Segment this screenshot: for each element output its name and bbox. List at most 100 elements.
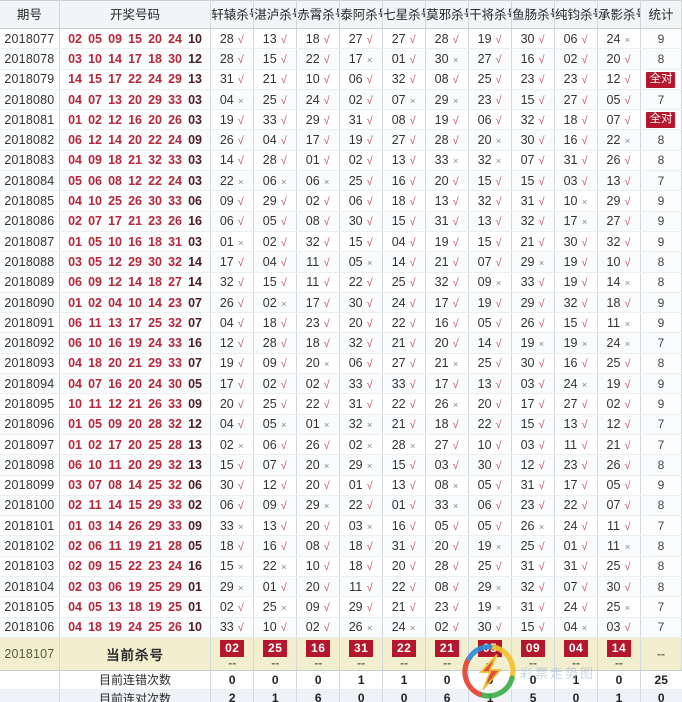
red-ball: 12 xyxy=(108,275,123,290)
hit-check-icon: √ xyxy=(280,33,287,46)
kill-number-cell: 22 √ xyxy=(382,312,427,334)
hit-check-icon: √ xyxy=(366,338,373,351)
red-ball: 33 xyxy=(168,396,183,411)
kill-number-cell: 18 √ xyxy=(554,109,598,131)
red-ball: 29 xyxy=(148,457,163,472)
kill-number-cell: 28 √ xyxy=(210,48,255,70)
red-ball: 05 xyxy=(88,254,103,269)
hit-check-icon: √ xyxy=(581,581,588,594)
summary-value: 0 xyxy=(554,689,598,702)
kill-number-value: 30 xyxy=(348,214,363,229)
hit-check-icon: √ xyxy=(538,53,545,66)
period-number: 2018087 xyxy=(0,230,60,253)
red-ball: 20 xyxy=(128,457,143,472)
table-row: 2018099 03 07 08 14 25 32 06 30 √ 12 √ 20 √ 01 √ 13 √ 08 × 0… xyxy=(0,475,682,496)
kill-number-cell: 02 √ xyxy=(253,373,298,395)
hit-check-icon: √ xyxy=(581,256,588,269)
kill-number-value: 22 xyxy=(391,579,406,594)
miss-cross-icon: × xyxy=(452,399,459,411)
kill-number-cell: 13 √ xyxy=(253,515,298,537)
red-ball: 02 xyxy=(88,112,103,127)
red-ball: 32 xyxy=(168,315,183,330)
red-ball: 05 xyxy=(88,234,103,249)
kill-number-value: 05 xyxy=(477,478,492,493)
red-ball: 06 xyxy=(88,539,103,554)
red-ball: 25 xyxy=(148,315,163,330)
kill-number-value: 17 xyxy=(434,295,449,310)
kill-number-value: 18 xyxy=(305,31,320,46)
kill-number-cell: 27 √ xyxy=(382,129,427,151)
red-ball: 24 xyxy=(148,336,163,351)
kill-number-cell: 30 √ xyxy=(339,292,384,314)
red-ball: 01 xyxy=(68,417,83,432)
kill-number-cell: 31 √ xyxy=(339,393,384,415)
hit-check-icon: √ xyxy=(237,155,244,168)
kill-number-cell: 12 √ xyxy=(597,414,641,435)
kill-number-value: 24 xyxy=(563,599,578,614)
all-hit-badge: 全对 xyxy=(646,112,676,129)
kill-number-cell: 29 √ xyxy=(296,109,341,131)
kill-number-value: 26 xyxy=(219,133,234,148)
kill-number-cell: 15 √ xyxy=(468,170,513,192)
period-number: 2018099 xyxy=(0,475,60,496)
hit-check-icon: √ xyxy=(366,500,373,513)
summary-row: 目前连错次数 0 0 0 1 1 0 0 0 1 0 25 xyxy=(0,670,682,690)
kill-number-cell: 28 √ xyxy=(253,150,298,172)
kill-number-cell: 04 √ xyxy=(253,251,298,273)
blue-ball: 01 xyxy=(188,599,203,614)
kill-number-cell: 27 √ xyxy=(425,433,470,456)
kill-number-cell: 19 √ xyxy=(554,251,598,273)
current-kill-pending-dash: -- xyxy=(614,655,623,670)
hit-check-icon: √ xyxy=(538,622,545,635)
hit-check-icon: √ xyxy=(323,439,330,452)
kill-number-value: 05 xyxy=(434,518,449,533)
hit-check-icon: √ xyxy=(280,94,287,107)
kill-number-value: 27 xyxy=(391,31,406,46)
kill-number-value: 33 xyxy=(391,376,406,391)
hit-check-icon: √ xyxy=(280,480,287,493)
red-ball: 19 xyxy=(128,579,143,594)
kill-number-cell: 05 √ xyxy=(468,515,513,537)
kill-number-cell: 17 × xyxy=(339,48,384,70)
kill-number-cell: 12 √ xyxy=(597,69,641,90)
hit-check-icon: √ xyxy=(409,419,416,432)
kill-number-value: 15 xyxy=(348,234,363,249)
kill-number-cell: 04 × xyxy=(210,89,255,111)
kill-number-cell: 26 √ xyxy=(210,129,255,151)
hit-check-icon: √ xyxy=(280,155,287,168)
red-ball: 25 xyxy=(148,620,163,635)
kill-number-value: 02 xyxy=(262,295,277,310)
table-row: 2018079 14 15 17 22 24 29 13 31 √ 21 √ 10 √ 06 √ 32 √ 08 √ 2… xyxy=(0,69,682,90)
miss-cross-icon: × xyxy=(538,257,545,269)
kill-number-value: 32 xyxy=(606,234,621,249)
kill-number-cell: 02 √ xyxy=(296,190,341,212)
hit-check-icon: √ xyxy=(538,135,545,148)
kill-number-value: 16 xyxy=(391,173,406,188)
red-ball: 06 xyxy=(68,336,83,351)
red-ball: 17 xyxy=(108,214,123,229)
period-number: 2018094 xyxy=(0,373,60,395)
kill-number-cell: 19 × xyxy=(511,332,556,354)
kill-number-value: 28 xyxy=(434,31,449,46)
kill-number-value: 03 xyxy=(348,518,363,533)
hit-check-icon: √ xyxy=(280,500,287,513)
kill-number-value: 13 xyxy=(606,173,621,188)
kill-number-cell: 32 √ xyxy=(554,292,598,314)
hit-check-icon: √ xyxy=(409,155,416,168)
blue-ball: 03 xyxy=(188,153,203,168)
kill-number-value: 31 xyxy=(434,214,449,229)
red-ball: 07 xyxy=(88,214,103,229)
hit-check-icon: √ xyxy=(581,541,588,554)
hit-check-icon: √ xyxy=(624,520,631,533)
miss-cross-icon: × xyxy=(366,521,373,533)
kill-number-cell: 29 × xyxy=(468,576,513,598)
kill-number-cell: 15 √ xyxy=(511,414,556,435)
kill-number-cell: 28 √ xyxy=(253,332,298,354)
blue-ball: 13 xyxy=(188,457,203,472)
hit-check-icon: √ xyxy=(452,622,459,635)
hit-check-icon: √ xyxy=(581,439,588,452)
miss-cross-icon: × xyxy=(495,582,502,594)
kill-number-cell: 30 × xyxy=(425,48,470,70)
hit-check-icon: √ xyxy=(495,256,502,269)
row-stat-count: 7 xyxy=(640,596,682,618)
